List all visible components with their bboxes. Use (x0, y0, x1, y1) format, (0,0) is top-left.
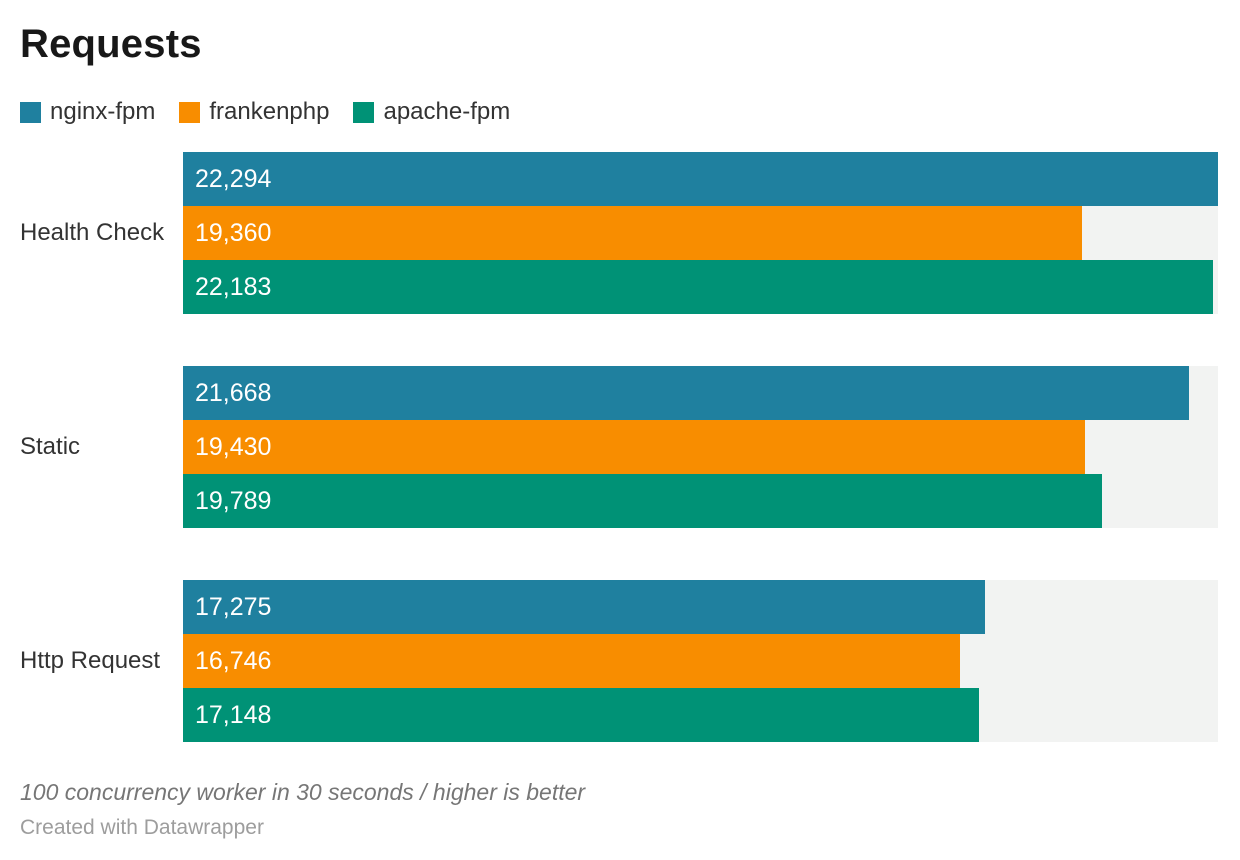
bar-value-label: 19,789 (195, 486, 272, 515)
bar-frankenphp: 16,746 (183, 634, 961, 688)
bar-nginx-fpm: 22,294 (183, 152, 1218, 206)
legend-label: frankenphp (209, 98, 330, 125)
bar-track: 22,183 (183, 260, 1218, 314)
legend-label: apache-fpm (383, 98, 511, 125)
bar-value-label: 17,275 (195, 592, 272, 621)
category-bars: 17,275 16,746 17,148 (183, 580, 1218, 742)
category-label: Http Request (20, 647, 161, 674)
legend-item-apache-fpm: apache-fpm (353, 98, 510, 126)
category-group: Health Check 22,294 19,360 22,183 (20, 152, 1218, 314)
category-label: Static (20, 433, 81, 460)
legend-item-frankenphp: frankenphp (179, 98, 329, 126)
bar-track: 17,148 (183, 688, 1218, 742)
bar-chart: Health Check 22,294 19,360 22,183 Static 21,6… (20, 152, 1218, 742)
bar-value-label: 19,430 (195, 432, 272, 461)
bar-value-label: 16,746 (195, 646, 272, 675)
category-group: Http Request 17,275 16,746 17,148 (20, 580, 1218, 742)
bar-apache-fpm: 17,148 (183, 688, 980, 742)
bar-track: 21,668 (183, 366, 1218, 420)
bar-value-label: 21,668 (195, 378, 272, 407)
bar-apache-fpm: 19,789 (183, 474, 1102, 528)
legend-swatch-icon (179, 101, 201, 123)
page-title: Requests (20, 22, 202, 66)
bar-track: 19,430 (183, 420, 1218, 474)
bar-value-label: 17,148 (195, 700, 272, 729)
legend-swatch-icon (353, 101, 375, 123)
chart-note: 100 concurrency worker in 30 seconds / h… (20, 779, 586, 805)
bar-track: 16,746 (183, 634, 1218, 688)
category-bars: 22,294 19,360 22,183 (183, 152, 1218, 314)
datawrapper-attribution: Created with Datawrapper (20, 816, 264, 839)
legend-swatch-icon (20, 101, 41, 123)
legend: nginx-fpm frankenphp apache-fpm (20, 98, 1218, 126)
bar-frankenphp: 19,430 (183, 420, 1086, 474)
bar-nginx-fpm: 17,275 (183, 580, 985, 634)
category-group: Static 21,668 19,430 19,789 (20, 366, 1218, 528)
chart-footer: 100 concurrency worker in 30 seconds / h… (20, 778, 1218, 841)
bar-value-label: 22,183 (195, 272, 272, 301)
bar-track: 19,360 (183, 206, 1218, 260)
bar-nginx-fpm: 21,668 (183, 366, 1189, 420)
bar-track: 17,275 (183, 580, 1218, 634)
bar-apache-fpm: 22,183 (183, 260, 1213, 314)
bar-track: 19,789 (183, 474, 1218, 528)
bar-track: 22,294 (183, 152, 1218, 206)
category-label: Health Check (20, 219, 165, 246)
bar-value-label: 19,360 (195, 218, 272, 247)
legend-label: nginx-fpm (50, 98, 156, 125)
bar-value-label: 22,294 (195, 164, 272, 193)
bar-frankenphp: 19,360 (183, 206, 1082, 260)
legend-item-nginx-fpm: nginx-fpm (20, 98, 155, 126)
category-bars: 21,668 19,430 19,789 (183, 366, 1218, 528)
